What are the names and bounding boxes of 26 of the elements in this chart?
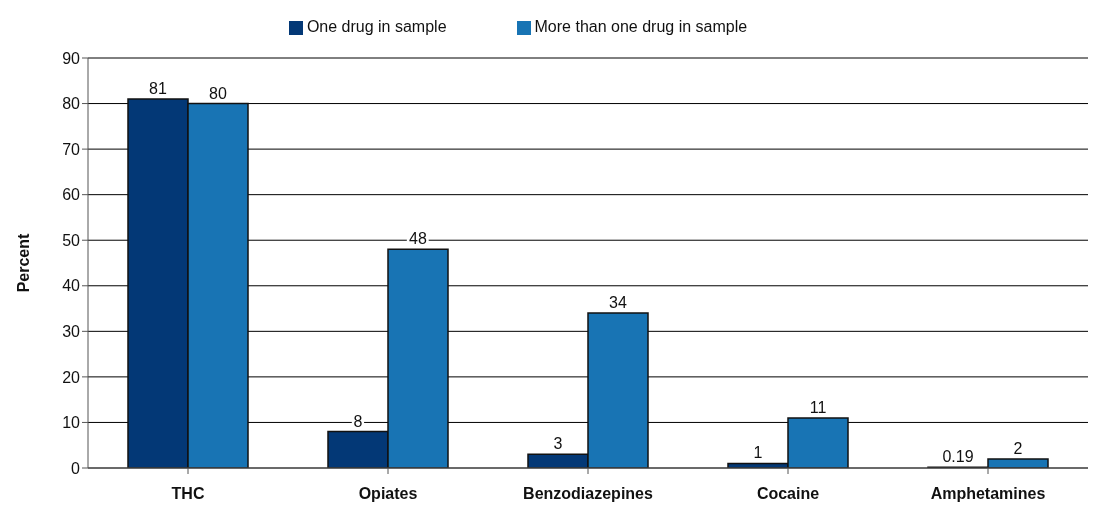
data-label: 1 [753, 444, 763, 462]
y-tick-label: 20 [62, 368, 81, 386]
y-tick-label: 0 [71, 459, 81, 477]
data-label: 34 [609, 294, 627, 312]
data-label: 2 [1013, 439, 1023, 457]
y-tick-label: 30 [62, 323, 81, 341]
data-label: 81 [149, 80, 167, 97]
data-label: 3 [553, 435, 563, 453]
x-tick-label: Amphetamines [930, 485, 1046, 503]
y-tick-label: 90 [62, 49, 81, 67]
y-tick-label: 50 [62, 231, 81, 249]
x-tick-label: Benzodiazepines [523, 485, 653, 503]
legend-label: More than one drug in sample [534, 18, 748, 35]
legend-label: One drug in sample [306, 18, 447, 35]
y-tick-label: 40 [62, 277, 81, 295]
x-tick-label: THC [171, 485, 205, 503]
x-tick-label: Cocaine [756, 485, 820, 503]
y-tick-label: 60 [62, 186, 81, 204]
y-tick-label: 10 [62, 414, 81, 432]
y-tick-label: 80 [62, 95, 81, 113]
y-axis-title: Percent [14, 232, 32, 293]
y-tick-label: 70 [62, 140, 81, 158]
data-label: 80 [209, 84, 227, 102]
data-label: 0.19 [942, 448, 974, 466]
x-tick-label: Opiates [358, 485, 418, 503]
data-label: 11 [809, 398, 827, 416]
